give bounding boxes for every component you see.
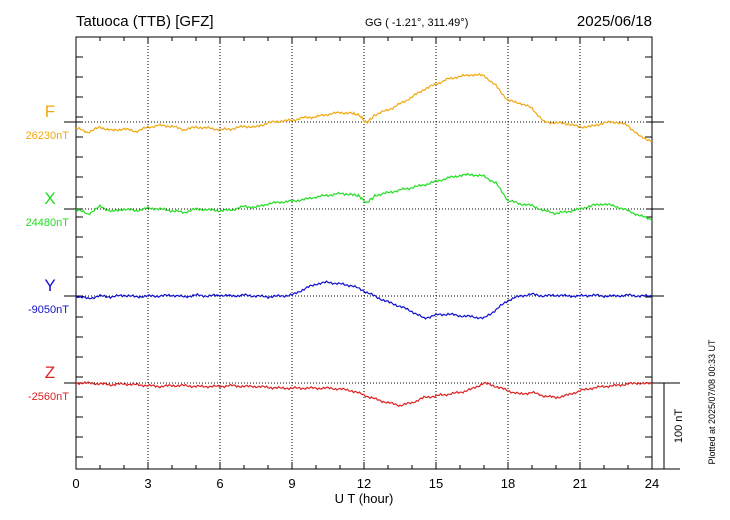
- geographic-coordinates: GG ( -1.21°, 311.49°): [365, 17, 468, 29]
- axis-ticks: [75, 37, 653, 469]
- series-name-f: F: [45, 102, 55, 121]
- series-labels: F 26230nT X 24480nT Y -9050nT Z -2560nT: [26, 102, 70, 403]
- scale-bar: 100 nT: [652, 382, 685, 470]
- x-tick-label: 24: [645, 476, 659, 491]
- series-name-x: X: [44, 189, 55, 208]
- grid-lines: [147, 37, 581, 469]
- x-tick-label: 12: [357, 476, 371, 491]
- series-line-f: [75, 72, 653, 142]
- x-tick-label: 6: [216, 476, 223, 491]
- x-tick-label: 3: [144, 476, 151, 491]
- plotted-timestamp: Plotted at 2025/07/08 00:33 UT: [707, 339, 717, 465]
- x-tick-label: 18: [501, 476, 515, 491]
- x-tick-label: 21: [573, 476, 587, 491]
- series-line-x: [75, 172, 653, 221]
- series-name-z: Z: [45, 363, 55, 382]
- date-label: 2025/06/18: [577, 13, 652, 30]
- scale-bar-label: 100 nT: [673, 409, 685, 444]
- series-line-z: [75, 381, 653, 408]
- station-title: Tatuoca (TTB) [GFZ]: [76, 13, 214, 30]
- baseline-value-x: 24480nT: [26, 217, 70, 229]
- baseline-value-f: 26230nT: [26, 130, 70, 142]
- baseline-value-y: -9050nT: [28, 304, 69, 316]
- baseline-value-z: -2560nT: [28, 391, 69, 403]
- series-name-y: Y: [44, 276, 55, 295]
- x-tick-label: 0: [72, 476, 79, 491]
- x-tick-labels: 0 3 6 9 12 15 18 21 24: [72, 476, 659, 491]
- x-tick-label: 15: [429, 476, 443, 491]
- x-tick-label: 9: [288, 476, 295, 491]
- series-lines: [75, 72, 653, 408]
- series-line-y: [75, 280, 653, 320]
- x-axis-label: U T (hour): [335, 491, 394, 506]
